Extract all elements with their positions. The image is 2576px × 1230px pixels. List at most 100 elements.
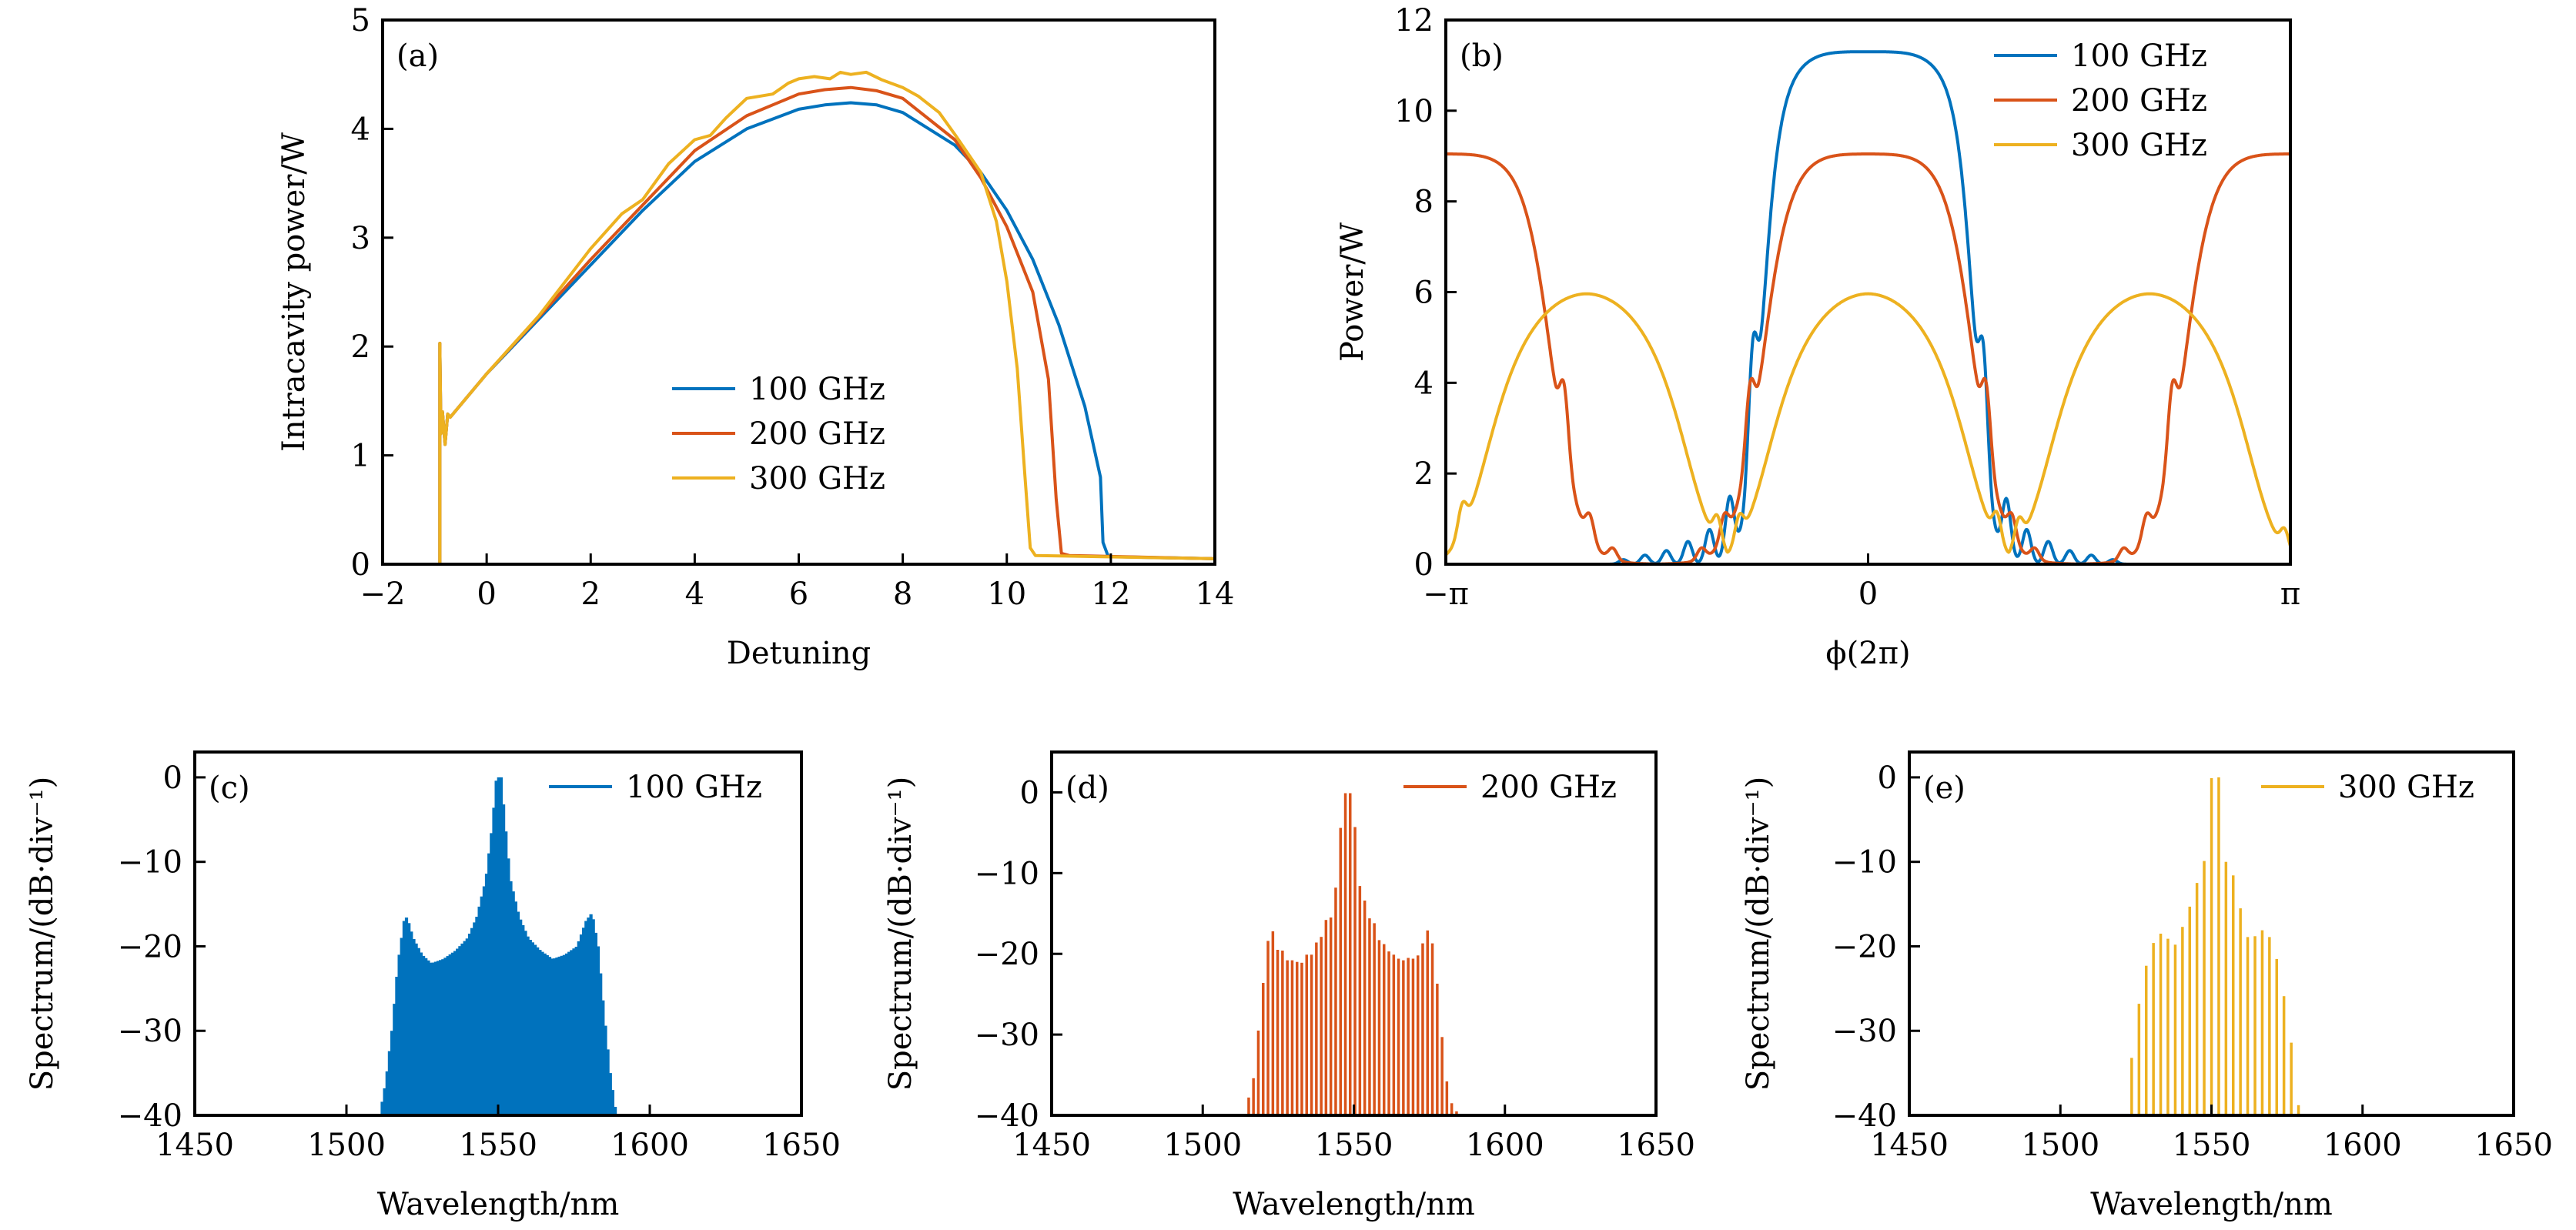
y-tick-label: 0	[351, 547, 370, 583]
y-tick-label: −30	[1832, 1014, 1897, 1049]
comb-line	[450, 952, 454, 1115]
legend: 200 GHz	[1403, 770, 1617, 805]
legend-entry: 200 GHz	[2071, 83, 2207, 119]
comb-line	[422, 955, 426, 1115]
comb-line	[2195, 883, 2199, 1115]
x-tick-label: 8	[893, 577, 912, 612]
comb-line	[582, 928, 586, 1115]
comb-line	[564, 953, 569, 1115]
y-tick-label: 8	[1414, 185, 1434, 220]
comb-line	[1276, 950, 1280, 1115]
comb-line	[1320, 937, 1323, 1115]
comb-line	[2253, 936, 2257, 1115]
x-axis-label: Wavelength/nm	[2090, 1187, 2333, 1222]
y-axis-label: Power/W	[1335, 222, 1370, 362]
comb-line	[467, 934, 472, 1115]
panel-d: 1450 1500 1550 1600 1650 −40 −30 −20 −10 0 Wavelen…	[883, 750, 1695, 1222]
comb-line	[1430, 943, 1434, 1115]
series-line-300ghz	[1446, 292, 2290, 557]
comb-line	[465, 938, 469, 1115]
comb-line	[507, 858, 510, 1115]
comb-line	[402, 921, 406, 1115]
comb-line	[490, 833, 493, 1115]
comb-line	[2181, 927, 2184, 1115]
comb-line	[473, 922, 477, 1115]
comb-line	[560, 955, 564, 1115]
y-tick-label: −40	[118, 1098, 182, 1134]
comb-line	[584, 921, 588, 1115]
comb-line	[1426, 930, 1429, 1115]
x-tick-label: 1550	[2173, 1128, 2251, 1163]
comb-line	[487, 853, 491, 1115]
y-axis-label: Intracavity power/W	[276, 132, 312, 452]
comb-line	[453, 951, 457, 1115]
comb-line	[390, 1031, 394, 1115]
comb-line	[540, 951, 544, 1115]
comb-line	[1387, 951, 1390, 1115]
y-tick-label: −30	[118, 1014, 182, 1049]
comb-line	[2203, 861, 2206, 1115]
y-tick-label: −30	[975, 1018, 1039, 1053]
legend-entry: 200 GHz	[1480, 770, 1617, 805]
legend: 100 GHz 200 GHz 300 GHz	[1994, 38, 2207, 163]
comb-line	[502, 804, 506, 1115]
comb-line	[611, 1090, 614, 1115]
comb-line	[499, 777, 503, 1115]
comb-line	[475, 917, 479, 1115]
comb-line	[1358, 886, 1362, 1115]
y-tick-label: 5	[351, 3, 370, 38]
comb-line	[511, 891, 515, 1115]
x-tick-label: 2	[581, 577, 601, 612]
x-tick-label: 1450	[1012, 1128, 1091, 1163]
comb-line	[427, 960, 430, 1115]
comb-line	[400, 938, 403, 1115]
comb-line	[431, 962, 435, 1115]
legend-entry: 100 GHz	[2071, 38, 2207, 74]
y-tick-label: −10	[118, 845, 182, 881]
y-tick-label: −40	[1832, 1098, 1897, 1134]
comb-line	[1296, 961, 1299, 1115]
comb-line	[443, 958, 447, 1115]
x-tick-label: −2	[360, 577, 406, 612]
comb-line	[1392, 954, 1396, 1115]
comb-line	[519, 919, 523, 1115]
comb-line	[536, 947, 540, 1115]
legend-entry: 100 GHz	[749, 372, 885, 407]
panel-label: (b)	[1460, 38, 1504, 74]
legend: 100 GHz 200 GHz 300 GHz	[672, 372, 885, 496]
x-axis-label: ϕ(2π)	[1825, 636, 1910, 671]
x-tick-label: 1600	[2323, 1128, 2402, 1163]
panel-c: 1450 1500 1550 1600 1650 −40 −30 −20 −10 0 Wavelen…	[25, 750, 841, 1222]
comb-line	[458, 946, 462, 1115]
comb-line	[397, 954, 401, 1115]
legend-entry: 100 GHz	[626, 770, 762, 805]
y-tick-label: 2	[1414, 456, 1434, 492]
plot-area	[1247, 793, 1458, 1115]
comb-line	[601, 1000, 605, 1115]
comb-line	[424, 958, 428, 1115]
comb-line	[1377, 940, 1381, 1115]
comb-line	[594, 932, 597, 1115]
comb-line	[2246, 937, 2250, 1115]
comb-line	[456, 948, 460, 1115]
comb-line	[608, 1073, 612, 1115]
comb-line	[528, 940, 532, 1115]
comb-line	[550, 958, 554, 1115]
comb-line	[1455, 1111, 1458, 1115]
comb-line	[555, 958, 559, 1115]
legend-entry: 300 GHz	[749, 461, 885, 496]
comb-line	[404, 917, 409, 1115]
comb-line	[385, 1071, 389, 1115]
x-tick-label: 1650	[2474, 1128, 2553, 1163]
x-tick-label: 12	[1091, 577, 1130, 612]
x-tick-label: 1650	[762, 1128, 841, 1163]
x-axis-label: Detuning	[727, 636, 871, 671]
plot-area	[438, 70, 1215, 564]
comb-line	[534, 944, 537, 1115]
comb-line	[587, 917, 590, 1115]
comb-line	[1411, 958, 1415, 1115]
comb-line	[572, 948, 576, 1115]
comb-line	[2282, 996, 2286, 1115]
panel-label: (c)	[209, 770, 250, 806]
comb-line	[1445, 1081, 1449, 1115]
